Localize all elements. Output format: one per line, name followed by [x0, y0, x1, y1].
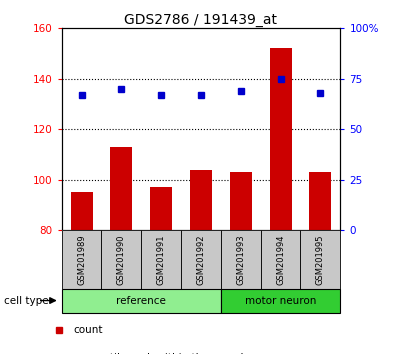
Text: GSM201989: GSM201989	[77, 234, 86, 285]
Text: GSM201992: GSM201992	[197, 234, 205, 285]
Text: GSM201993: GSM201993	[236, 234, 245, 285]
Bar	[111, 147, 132, 230]
Text: motor neuron: motor neuron	[245, 296, 316, 306]
Text: GSM201995: GSM201995	[316, 234, 325, 285]
Bar	[101, 230, 141, 289]
Bar	[62, 289, 221, 313]
Text: cell type: cell type	[4, 296, 49, 306]
Text: GSM201991: GSM201991	[157, 234, 166, 285]
Text: count: count	[74, 325, 103, 336]
Bar	[261, 230, 300, 289]
Title: GDS2786 / 191439_at: GDS2786 / 191439_at	[125, 13, 277, 27]
Text: percentile rank within the sample: percentile rank within the sample	[74, 353, 250, 354]
Text: GSM201994: GSM201994	[276, 234, 285, 285]
Bar	[300, 230, 340, 289]
Bar	[270, 48, 291, 230]
Text: GSM201990: GSM201990	[117, 234, 126, 285]
Bar	[310, 172, 332, 230]
Bar	[71, 192, 92, 230]
Bar	[230, 172, 252, 230]
Bar	[190, 170, 212, 230]
Bar	[221, 289, 340, 313]
Bar	[150, 187, 172, 230]
Bar	[141, 230, 181, 289]
Text: reference: reference	[116, 296, 166, 306]
Bar	[181, 230, 221, 289]
Bar	[62, 230, 101, 289]
Bar	[221, 230, 261, 289]
